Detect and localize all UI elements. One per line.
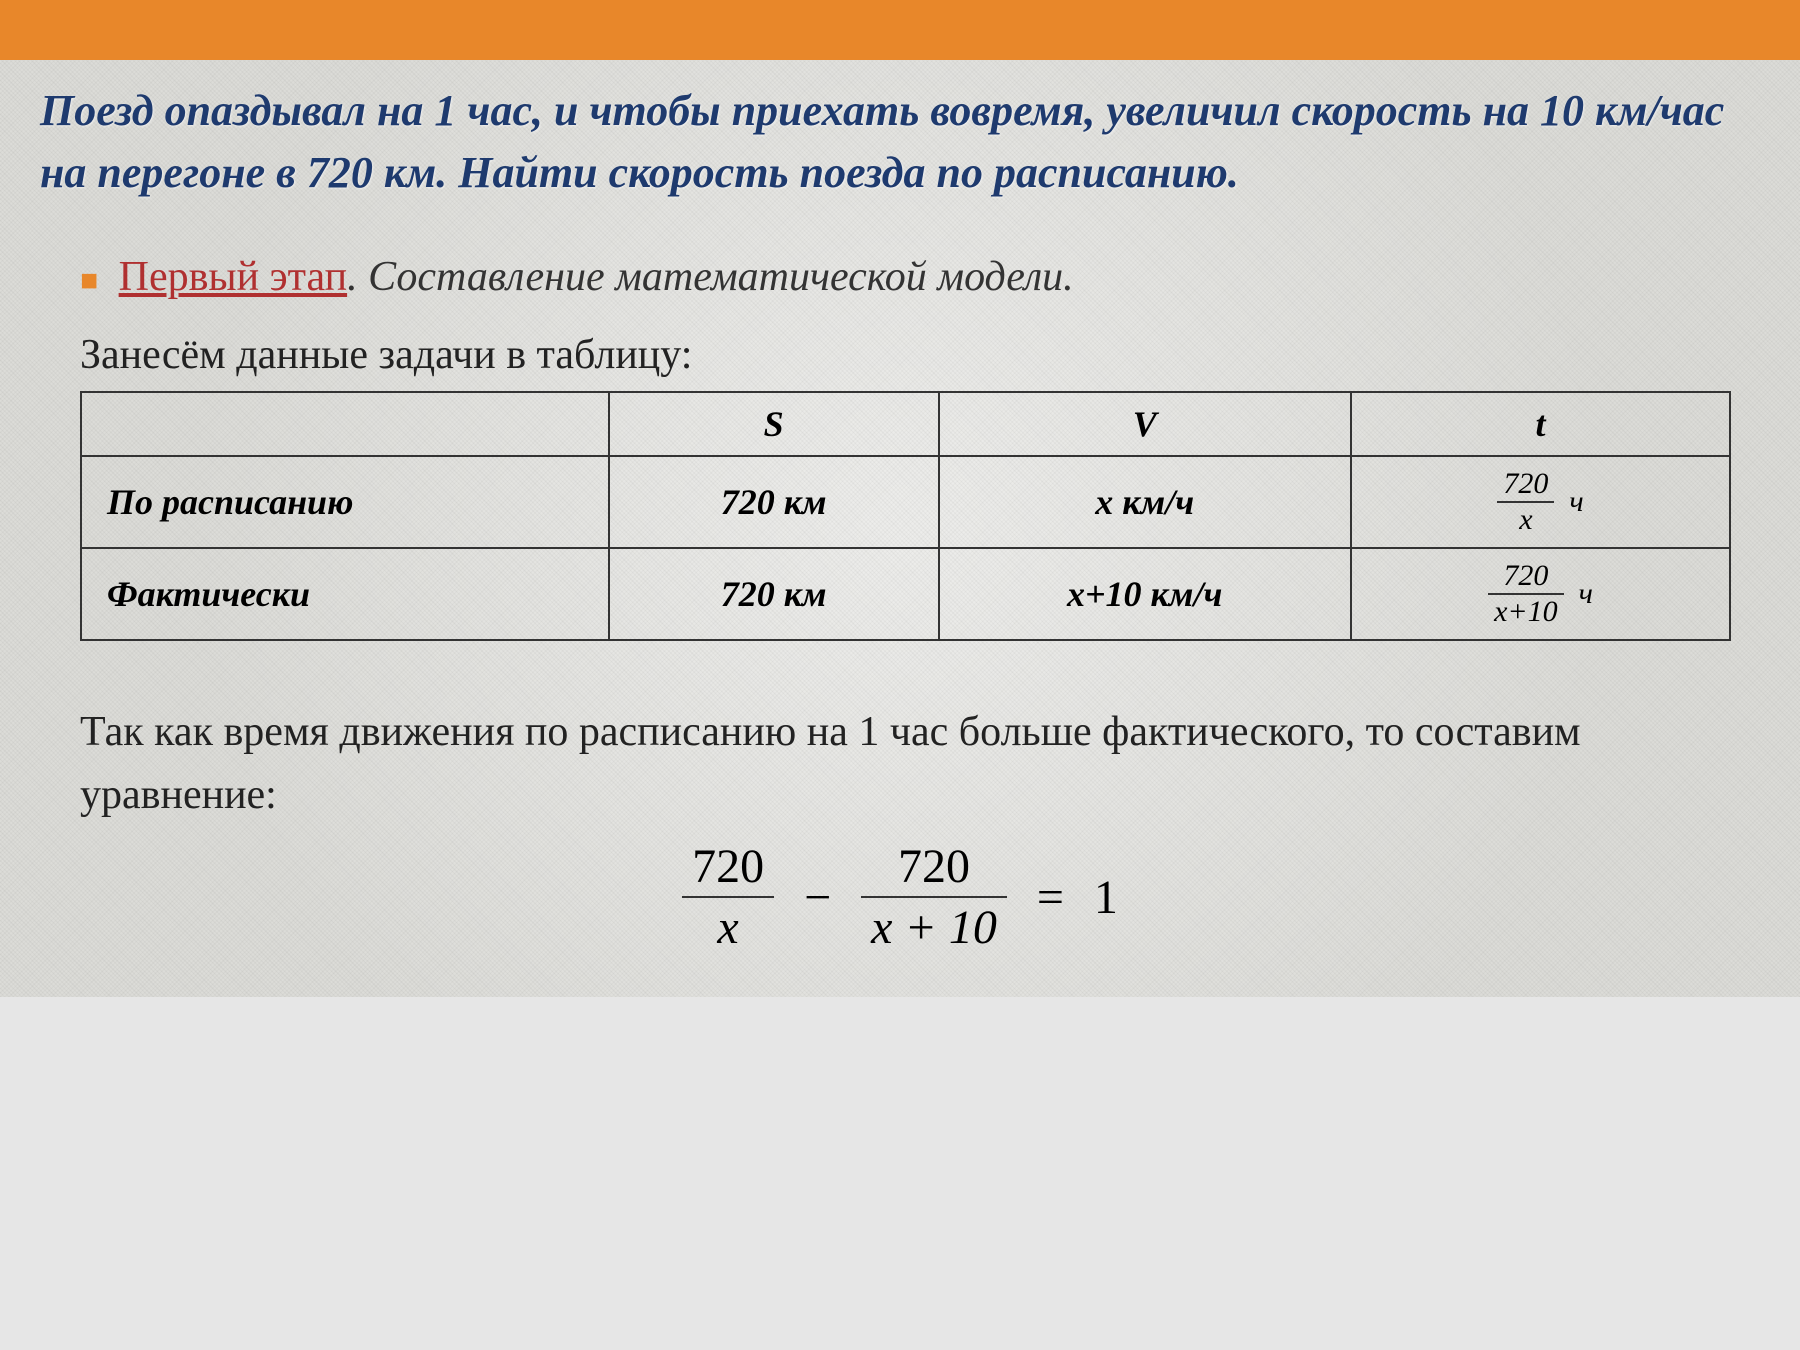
table-row: Фактически 720 км x+10 км/ч 720 x+10 ч bbox=[81, 548, 1730, 640]
equation-frac2: 720 x + 10 bbox=[861, 837, 1007, 957]
cell-t-0: 720 x ч bbox=[1351, 456, 1730, 548]
cell-s-1: 720 км bbox=[609, 548, 939, 640]
equation-minus: − bbox=[804, 870, 831, 925]
row-label-actual: Фактически bbox=[81, 548, 609, 640]
equation: 720 x − 720 x + 10 = 1 bbox=[40, 837, 1760, 957]
header-v: V bbox=[939, 392, 1351, 456]
equation-rhs: 1 bbox=[1094, 870, 1118, 925]
slide-content: Поезд опаздывал на 1 час, и чтобы приеха… bbox=[0, 60, 1800, 997]
table-header-row: S V t bbox=[81, 392, 1730, 456]
row-label-scheduled: По расписанию bbox=[81, 456, 609, 548]
stage-description: Составление математической модели. bbox=[368, 254, 1074, 300]
cell-v-1: x+10 км/ч bbox=[939, 548, 1351, 640]
cell-s-0: 720 км bbox=[609, 456, 939, 548]
equation-frac1: 720 x bbox=[682, 837, 774, 957]
table-intro: Занесём данные задачи в таблицу: bbox=[80, 331, 1760, 379]
stage-line: ■ Первый этап. Составление математическо… bbox=[80, 253, 1760, 301]
header-empty bbox=[81, 392, 609, 456]
bullet-icon: ■ bbox=[80, 264, 98, 297]
header-s: S bbox=[609, 392, 939, 456]
conclusion-text: Так как время движения по расписанию на … bbox=[80, 701, 1760, 827]
stage-label: Первый этап bbox=[119, 254, 347, 300]
header-t: t bbox=[1351, 392, 1730, 456]
equation-equals: = bbox=[1037, 870, 1064, 925]
table-row: По расписанию 720 км x км/ч 720 x ч bbox=[81, 456, 1730, 548]
cell-t-1: 720 x+10 ч bbox=[1351, 548, 1730, 640]
problem-title: Поезд опаздывал на 1 час, и чтобы приеха… bbox=[40, 80, 1760, 203]
cell-v-0: x км/ч bbox=[939, 456, 1351, 548]
top-orange-bar bbox=[0, 0, 1800, 60]
data-table: S V t По расписанию 720 км x км/ч 720 x … bbox=[80, 391, 1731, 641]
